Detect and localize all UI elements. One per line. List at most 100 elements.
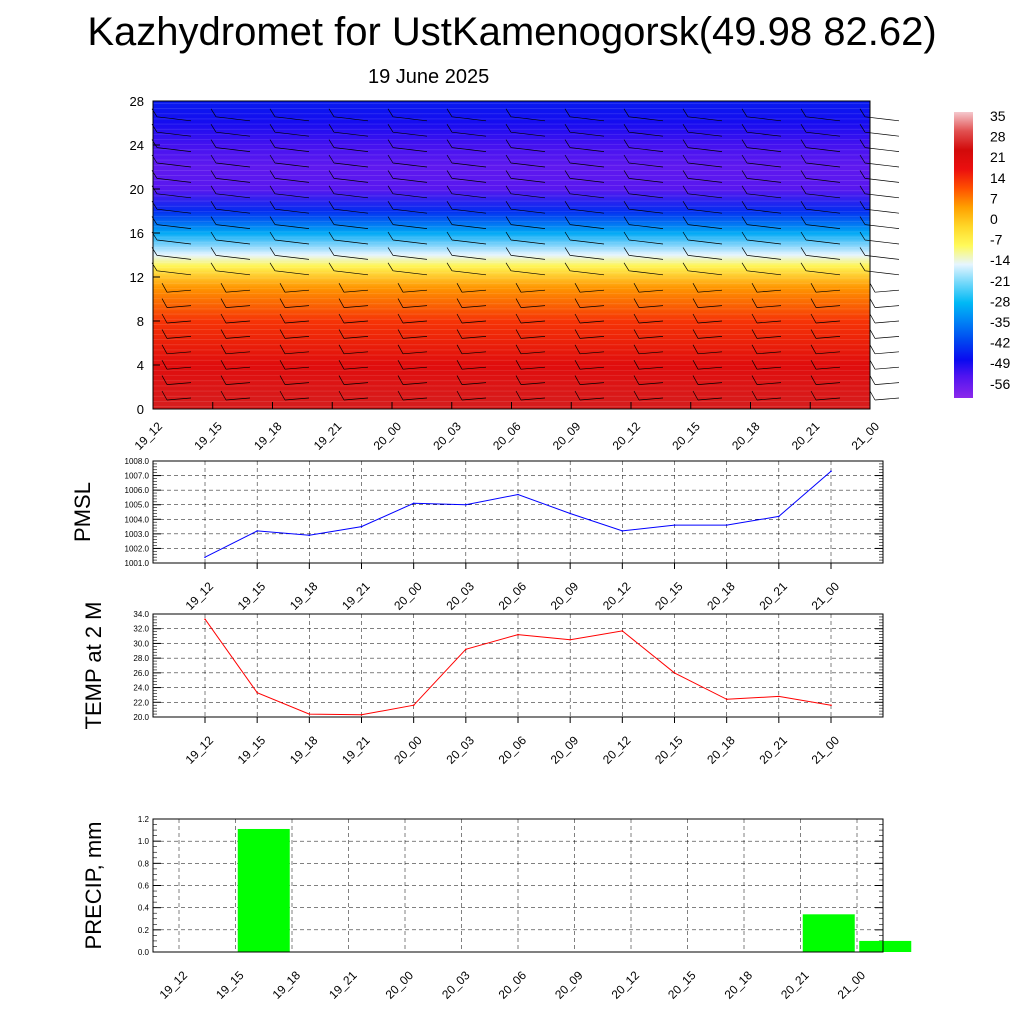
wind-barb: [210, 124, 251, 137]
x-tick-label: 19_18: [251, 419, 285, 453]
wind-barb: [210, 247, 251, 260]
wind-barb: [397, 298, 428, 308]
wind-barb: [397, 313, 428, 324]
wind-barbs: [151, 108, 900, 401]
wind-barb: [269, 185, 310, 199]
wind-barb: [800, 185, 841, 199]
wind-barb: [869, 360, 900, 370]
wind-barb: [692, 375, 723, 385]
y-tick-label: 32.0: [133, 625, 149, 634]
y-tick-label: 0.4: [138, 904, 150, 913]
wind-barb: [623, 185, 664, 199]
wind-barb: [397, 390, 428, 401]
wind-barb: [869, 298, 900, 308]
wind-barb: [210, 108, 251, 122]
wind-barb: [279, 283, 310, 293]
wind-barb: [682, 170, 723, 183]
data-point: [412, 502, 415, 505]
x-tick-label: 21_00: [809, 579, 843, 613]
y-tick-label: 28: [130, 94, 144, 109]
wind-barb: [505, 185, 546, 199]
wind-barb: [859, 262, 900, 276]
wind-barb: [623, 231, 664, 245]
wind-barb: [751, 329, 782, 339]
wind-barb: [279, 329, 310, 339]
y-tick-label: 24.0: [133, 684, 149, 693]
data-point: [569, 638, 571, 641]
wind-barb: [210, 185, 251, 199]
data-point: [256, 530, 258, 532]
wind-barb: [279, 344, 310, 355]
y-axis-label: PMSL: [70, 482, 95, 542]
wind-barb: [456, 344, 487, 355]
wind-barb: [741, 139, 782, 152]
y-axis-label: TEMP at 2 M: [81, 602, 106, 730]
wind-barb: [574, 298, 605, 308]
wind-barb: [220, 283, 251, 293]
x-tick-label: 20_06: [496, 579, 530, 613]
wind-barb: [623, 262, 664, 276]
y-tick-label: 12: [130, 270, 144, 285]
x-tick-label: 19_18: [287, 733, 321, 767]
wind-barb: [269, 154, 310, 168]
x-tick-label: 20_15: [665, 968, 699, 1002]
wind-barb: [505, 216, 546, 229]
wind-barb: [387, 170, 428, 183]
x-tick-label: 19_15: [213, 968, 247, 1002]
x-tick-label: 20_15: [652, 733, 686, 767]
x-tick-label: 19_21: [339, 579, 373, 613]
wind-barb: [328, 108, 369, 122]
temperature-chart: 20.0 22.0 24.0 26.0 28.0 30.0 32.0 34.0 19_12 19_…: [81, 602, 884, 767]
page-subtitle: 19 June 2025: [368, 66, 490, 88]
wind-barb: [387, 124, 428, 137]
y-tick-label: 16: [130, 226, 144, 241]
wind-barb: [741, 201, 782, 214]
y-tick-label: 0.0: [138, 948, 150, 957]
colorbar-legend: 35 28 21 14 7 0 -7 -14 -21 -28 -35 -42 -49 -56: [954, 108, 1010, 398]
wind-barb: [751, 283, 782, 293]
wind-barb: [682, 124, 723, 137]
wind-barb: [859, 139, 900, 152]
x-tick-label: 20_09: [550, 419, 584, 453]
wind-barb: [338, 283, 369, 293]
x-tick-label: 19_12: [183, 579, 217, 613]
y-tick-label: 24: [130, 138, 144, 153]
wind-barb: [456, 360, 487, 370]
wind-barb: [446, 262, 487, 276]
wind-barb: [161, 360, 192, 370]
wind-barb: [446, 185, 487, 199]
wind-barb: [161, 344, 192, 355]
colorbar-label: 21: [990, 149, 1006, 165]
wind-barb: [220, 344, 251, 355]
wind-barb: [446, 124, 487, 137]
y-tick-label: 0.6: [138, 882, 150, 891]
data-point: [778, 515, 780, 518]
wind-barb: [328, 124, 369, 137]
y-tick-label: 1003.0: [125, 530, 150, 539]
wind-barb: [859, 154, 900, 168]
pmsl-chart: 1001.0 1002.0 1003.0 1004.0 1005.0 1006.0 1007…: [70, 457, 884, 613]
y-tick-label: 0.2: [138, 926, 150, 935]
wind-barb: [210, 170, 251, 183]
y-tick-label: 1004.0: [125, 515, 150, 524]
wind-barb: [269, 231, 310, 245]
colorbar-label: -56: [990, 376, 1010, 392]
wind-barb: [515, 390, 546, 401]
wind-barb: [741, 124, 782, 137]
wind-barb: [633, 375, 664, 385]
x-tick-label: 20_21: [756, 733, 790, 767]
x-tick-label: 20_15: [652, 579, 686, 613]
wind-barb: [564, 247, 605, 260]
wind-barb: [810, 298, 841, 308]
wind-barb: [446, 108, 487, 122]
data-point: [360, 713, 363, 716]
wind-barb: [269, 247, 310, 260]
wind-barb: [741, 170, 782, 183]
wind-barb: [210, 201, 251, 214]
wind-barb: [397, 360, 428, 370]
y-tick-label: 28.0: [133, 654, 149, 663]
x-tick-label: 19_15: [235, 733, 269, 767]
x-tick-label: 20_21: [789, 419, 823, 453]
wind-barb: [210, 154, 251, 168]
wind-barb: [564, 170, 605, 183]
